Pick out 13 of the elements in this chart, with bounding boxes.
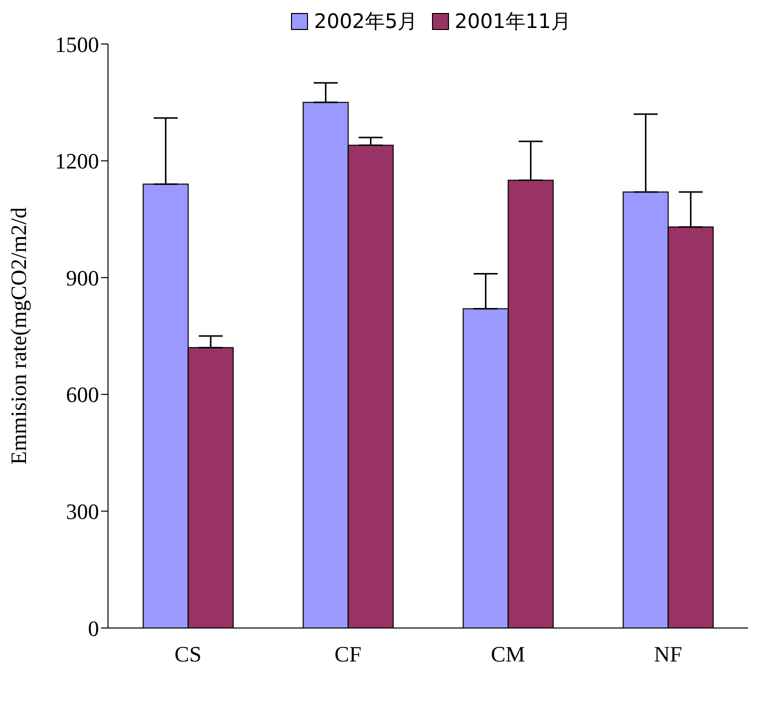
y-tick-label: 900: [66, 265, 99, 290]
legend-label: 2001年11月: [454, 8, 571, 35]
x-tick-label: CF: [334, 642, 362, 667]
y-tick-label: 1200: [55, 148, 99, 174]
y-tick-label: 1500: [55, 32, 99, 57]
x-tick-label: CS: [174, 642, 202, 667]
x-tick-label: CM: [490, 642, 526, 667]
y-axis-title: Emmision rate(mgCO2/m2/d: [6, 207, 31, 465]
y-tick-label: 600: [66, 382, 99, 408]
legend-label: 2002年5月: [314, 8, 418, 35]
y-tick-label: 300: [66, 499, 99, 524]
y-tick-label: 0: [88, 616, 99, 641]
x-tick-label: NF: [654, 642, 682, 667]
